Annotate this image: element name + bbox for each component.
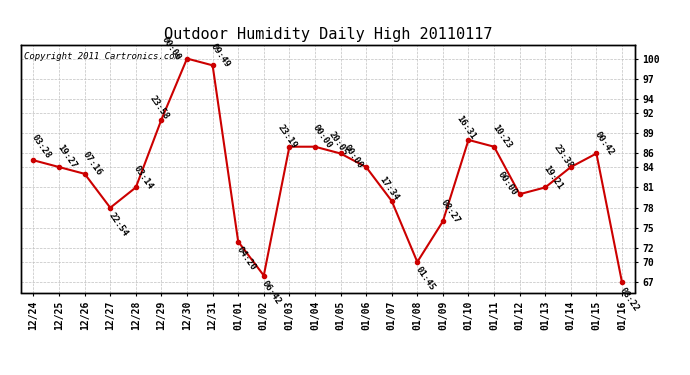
Text: 20:05: 20:05: [326, 130, 349, 157]
Text: Copyright 2011 Cartronics.com: Copyright 2011 Cartronics.com: [23, 53, 179, 62]
Text: 17:34: 17:34: [377, 175, 401, 202]
Text: 04:20: 04:20: [235, 245, 257, 272]
Text: 03:14: 03:14: [132, 164, 155, 191]
Text: 01:45: 01:45: [413, 266, 436, 292]
Text: 10:23: 10:23: [491, 123, 513, 150]
Text: 08:22: 08:22: [618, 286, 641, 313]
Text: 23:58: 23:58: [148, 94, 170, 121]
Text: 19:27: 19:27: [55, 143, 78, 171]
Text: 09:49: 09:49: [209, 42, 232, 69]
Text: 16:31: 16:31: [455, 114, 477, 141]
Text: 03:28: 03:28: [30, 133, 52, 160]
Text: 00:42: 00:42: [593, 130, 615, 157]
Text: 00:00: 00:00: [160, 35, 183, 62]
Text: 22:54: 22:54: [106, 211, 129, 238]
Text: 00:00: 00:00: [342, 143, 365, 171]
Text: 19:21: 19:21: [542, 164, 564, 191]
Text: 06:42: 06:42: [260, 279, 283, 306]
Text: 00:00: 00:00: [311, 123, 334, 150]
Text: 23:19: 23:19: [275, 123, 298, 150]
Text: 07:16: 07:16: [81, 150, 104, 177]
Text: 00:00: 00:00: [495, 170, 518, 198]
Text: 08:27: 08:27: [439, 198, 462, 225]
Title: Outdoor Humidity Daily High 20110117: Outdoor Humidity Daily High 20110117: [164, 27, 492, 42]
Text: 23:38: 23:38: [552, 143, 575, 171]
